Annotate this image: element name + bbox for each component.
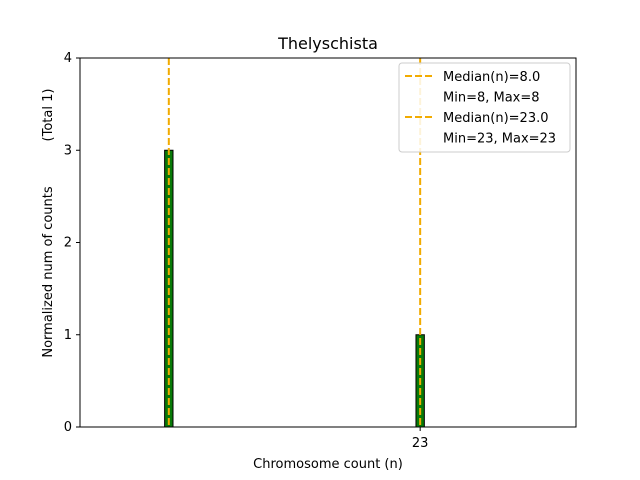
y-tick-label-4: 4 [64,51,72,66]
legend-label-0: Median(n)=8.0 [443,70,540,85]
legend-box [398,62,571,153]
y-tick-label-3: 3 [64,143,72,158]
legend: Median(n)=8.0 Min=8, Max=8 Median(n)=23.0 M… [398,62,571,153]
y-tick-label-1: 1 [64,328,72,343]
y-axis-label-group: Normalized num of counts (Total 1) [41,89,56,358]
y-axis-label-total: (Total 1) [41,89,56,142]
legend-sublabel-0: Min=8, Max=8 [443,91,540,106]
y-axis-label: Normalized num of counts [41,186,56,357]
legend-label-1: Median(n)=23.0 [443,111,549,126]
x-tick-label-0: 23 [412,436,429,451]
y-tick-label-2: 2 [64,236,72,251]
y-tick-label-0: 0 [64,420,72,435]
x-axis-label: Chromosome count (n) [253,457,403,472]
legend-sublabel-1: Min=23, Max=23 [443,132,556,147]
chart-title: Thelyschista [277,34,378,53]
